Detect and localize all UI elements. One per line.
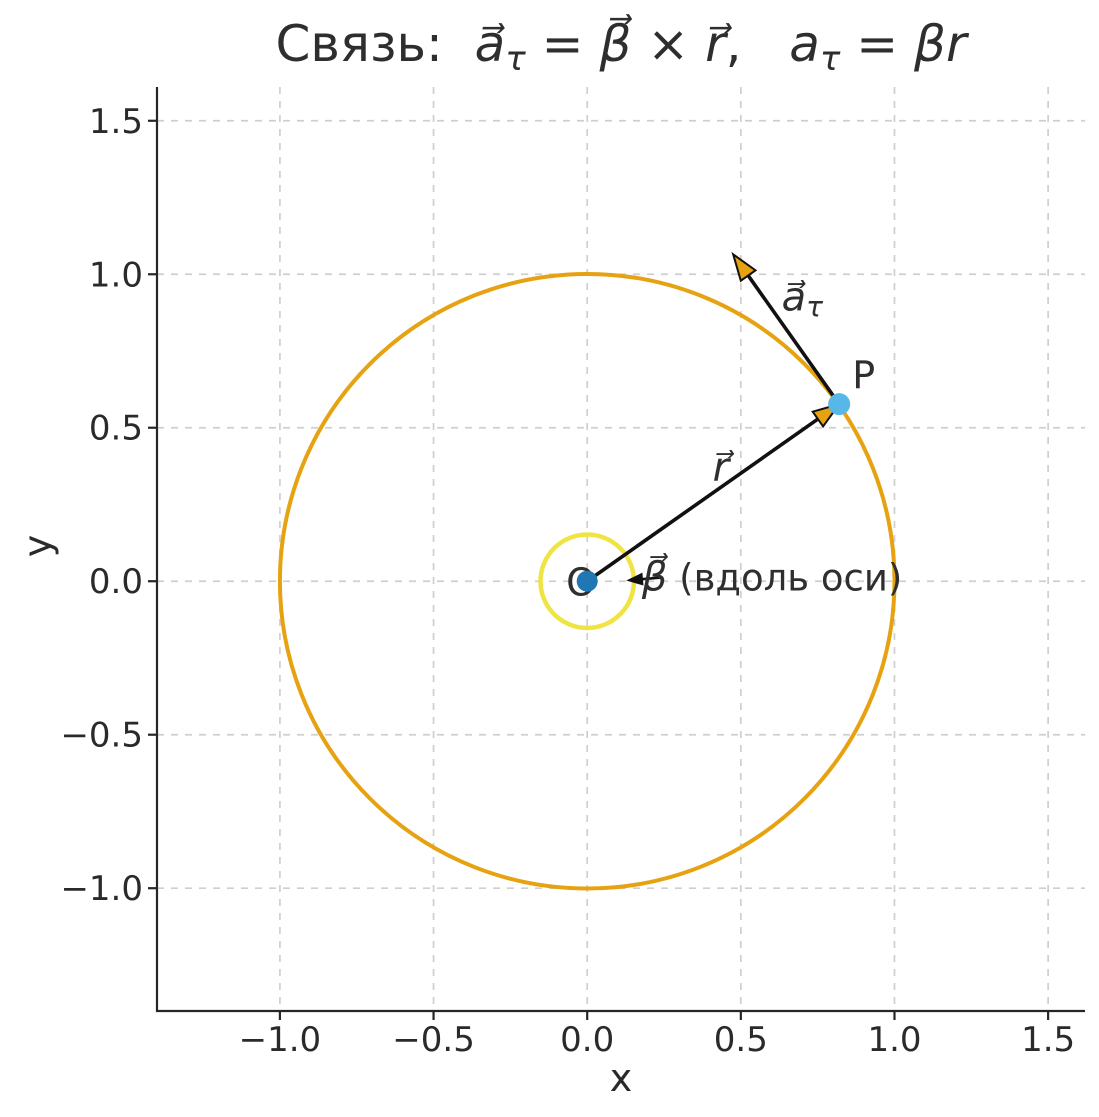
y-tick-label: −1.0 bbox=[60, 869, 143, 909]
chart-title: Связь: a⃗τ = β⃗ × r⃗, aτ = βr bbox=[157, 16, 1085, 78]
y-tick-label: 1.5 bbox=[89, 102, 143, 142]
a-tau-vector-label: a⃗τ bbox=[782, 274, 824, 323]
chart-title-segment: = bbox=[525, 15, 600, 73]
y-tick-label: 0.0 bbox=[89, 562, 143, 602]
x-tick-label: −1.0 bbox=[239, 1020, 322, 1060]
x-tick-label: 1.0 bbox=[867, 1020, 921, 1060]
a-tau-vector-head bbox=[731, 251, 758, 283]
chart-title-segment: τ bbox=[819, 39, 841, 79]
point-P-label: P bbox=[852, 354, 875, 398]
chart-title-segment: a bbox=[789, 15, 820, 73]
x-tick-label: 1.5 bbox=[1021, 1020, 1075, 1060]
trajectory-circle bbox=[277, 271, 897, 891]
center-point-O bbox=[576, 570, 598, 592]
chart-title-segment: β⃗ bbox=[599, 15, 632, 73]
x-axis-label: x bbox=[609, 1056, 633, 1100]
chart-title-segment: a⃗ bbox=[474, 15, 506, 73]
r-vector-shaft bbox=[586, 415, 822, 583]
beta-vector-head bbox=[626, 572, 644, 586]
chart-title-segment: βr bbox=[914, 15, 967, 73]
chart-title-segment: τ bbox=[505, 39, 526, 79]
x-tick-label: 0.0 bbox=[560, 1020, 614, 1060]
chart-title-segment: = bbox=[840, 15, 915, 73]
y-tick-label: −0.5 bbox=[60, 716, 143, 756]
chart-title-segment: r⃗ bbox=[705, 15, 726, 73]
a-tau-vector-shaft bbox=[744, 272, 841, 406]
x-tick-label: 0.5 bbox=[714, 1020, 768, 1060]
chart-title-segment: × bbox=[631, 15, 706, 73]
chart-title-segment: , bbox=[725, 15, 790, 73]
x-tick-label: −0.5 bbox=[392, 1020, 475, 1060]
r-vector-label: r⃗ bbox=[713, 445, 735, 491]
beta-vector-label: β⃗ (вдоль оси) bbox=[641, 552, 902, 600]
chart-title-segment: Связь: bbox=[275, 15, 475, 73]
y-tick-label: 1.0 bbox=[89, 255, 143, 295]
point-P bbox=[828, 393, 851, 416]
y-tick-label: 0.5 bbox=[89, 409, 143, 449]
y-axis-label: y bbox=[15, 534, 60, 558]
